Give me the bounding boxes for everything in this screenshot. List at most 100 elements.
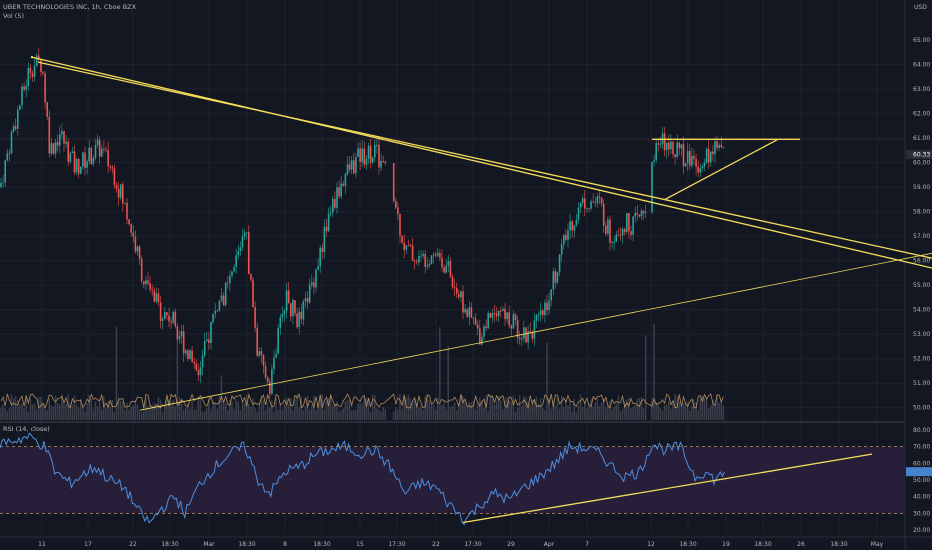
volume-bar xyxy=(233,409,235,420)
candle-body xyxy=(75,158,78,173)
candle-body xyxy=(266,377,269,382)
volume-bar xyxy=(453,402,456,420)
volume-bar xyxy=(258,403,260,420)
price-axis[interactable]: 50.00 51.00 52.00 53.00 54.00 55.00 56.00 57.00… xyxy=(906,37,932,534)
candle-body xyxy=(619,234,622,236)
volume-bar xyxy=(556,397,559,420)
candle-body xyxy=(701,166,704,169)
volume-bar xyxy=(50,405,53,420)
candle-body xyxy=(61,131,63,135)
candle-body xyxy=(537,314,540,316)
volume-bar xyxy=(88,394,90,420)
candle-body xyxy=(693,156,695,159)
volume-bar xyxy=(443,399,445,420)
volume-bar xyxy=(615,404,617,420)
time-axis[interactable]: 11 17 22 18:30 Mar 18:30 8 18:30 15 17:30 22 17:30 2… xyxy=(38,541,883,548)
price-tick-label: 59.00 xyxy=(913,184,930,191)
rsi-line xyxy=(0,432,873,526)
volume-bar xyxy=(61,394,63,420)
candle-body xyxy=(59,134,61,146)
price-tick-label: 53.00 xyxy=(913,331,930,338)
volume-bar xyxy=(542,407,544,420)
candle-body xyxy=(42,71,44,74)
volume-bar xyxy=(521,405,523,420)
volume-bar xyxy=(420,405,422,420)
candle-body xyxy=(367,145,370,159)
volume-bar xyxy=(434,409,437,420)
candle-body xyxy=(512,314,515,329)
candle-body xyxy=(369,145,372,163)
candle-body xyxy=(77,158,80,174)
volume-bar xyxy=(172,399,174,420)
volume-bar xyxy=(592,406,594,420)
volume-bar xyxy=(27,411,29,420)
volume-bar xyxy=(676,396,678,420)
candle-body xyxy=(8,152,11,154)
volume-bar xyxy=(371,394,374,420)
candle-body xyxy=(682,144,685,167)
candle-body xyxy=(413,260,416,262)
volume-bar xyxy=(510,401,512,420)
volume-bar xyxy=(451,405,454,420)
volume-bar xyxy=(619,411,622,420)
candle-body xyxy=(680,144,683,149)
candle-body xyxy=(208,339,210,344)
time-tick-label: 18:30 xyxy=(313,541,330,548)
rsi-trendline xyxy=(462,453,873,524)
volume-bar xyxy=(655,402,657,420)
volume-bar xyxy=(92,409,95,420)
volume-bar xyxy=(332,405,334,420)
candle-body xyxy=(613,241,615,243)
candle-body xyxy=(269,381,271,394)
volume-bar xyxy=(292,410,294,420)
volume-bar xyxy=(63,402,65,420)
volume-bar xyxy=(401,409,403,420)
candle-body xyxy=(615,234,618,242)
volume-bar xyxy=(714,404,716,420)
candle-body xyxy=(665,142,668,151)
candle-body xyxy=(443,267,445,273)
candle-body xyxy=(298,311,300,328)
time-tick-label: 8 xyxy=(283,541,287,548)
candle-body xyxy=(626,213,628,233)
volume-bar xyxy=(691,405,693,420)
candle-body xyxy=(220,295,223,301)
volume-bar xyxy=(699,397,701,420)
volume-bar xyxy=(23,407,25,420)
candle-body xyxy=(668,142,670,150)
candle-body xyxy=(306,298,309,303)
candle-body xyxy=(277,327,279,354)
volume-bar xyxy=(449,407,452,420)
candle-body xyxy=(168,315,170,322)
volume-bar xyxy=(109,406,111,420)
volume-bar xyxy=(86,403,88,420)
volume-bar xyxy=(8,408,11,420)
volume-bar xyxy=(363,397,365,420)
candle-body xyxy=(128,219,130,225)
volume-bar xyxy=(54,395,57,420)
volume-bar xyxy=(285,397,288,420)
volume-bar xyxy=(235,399,237,420)
candle-body xyxy=(180,331,183,337)
last-price-label: 60.33 xyxy=(913,152,930,159)
price-trendlines[interactable] xyxy=(30,56,932,411)
trendline xyxy=(31,56,932,269)
volume-bar xyxy=(680,406,683,420)
volume-bar xyxy=(336,401,338,420)
candle-body xyxy=(199,367,202,376)
candle-body xyxy=(50,143,53,154)
volume-bar xyxy=(315,410,317,420)
candle-body xyxy=(445,265,447,273)
time-tick-label: 19 xyxy=(722,541,730,548)
candle-body xyxy=(130,224,132,233)
volume-bar xyxy=(193,409,195,420)
volume-bar xyxy=(474,409,477,420)
candle-body xyxy=(54,142,57,154)
price-tick-label: 63.00 xyxy=(913,86,930,93)
candle-body xyxy=(187,350,189,359)
candle-body xyxy=(172,311,174,323)
volume-bar xyxy=(638,397,641,420)
candle-body xyxy=(2,182,4,184)
volume-bar xyxy=(472,401,475,420)
